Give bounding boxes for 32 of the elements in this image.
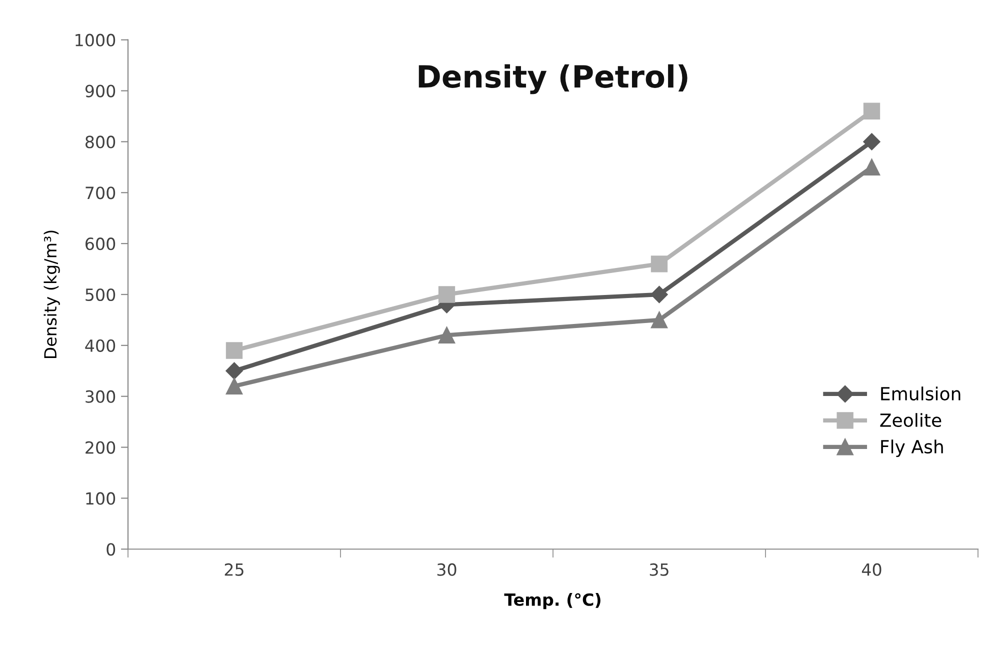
y-tick-label: 0 xyxy=(106,543,116,556)
y-tick-label: 100 xyxy=(86,492,116,505)
point xyxy=(650,256,668,272)
y-tick-label: 300 xyxy=(86,390,116,403)
point xyxy=(650,312,668,328)
y-axis-title: Density (kg/m³) xyxy=(44,230,60,358)
y-tick-label: 900 xyxy=(85,84,116,98)
point xyxy=(863,158,880,176)
point xyxy=(226,342,243,359)
y-tick-label: 1000 xyxy=(76,34,116,46)
y-tick-label: 200 xyxy=(86,441,116,454)
point xyxy=(226,378,243,394)
point xyxy=(226,362,243,380)
point xyxy=(438,326,456,344)
y-tick-label: 800 xyxy=(86,136,116,148)
x-axis-title: Temp. (°C) xyxy=(504,593,600,610)
x-tick-label: 30 xyxy=(437,563,456,576)
legend-label: Emulsion xyxy=(881,386,960,401)
point xyxy=(863,102,880,120)
text: Density (Petrol) xyxy=(418,64,688,94)
x-tick-label: 25 xyxy=(224,563,244,576)
x-tick-label: 35 xyxy=(650,563,668,576)
y-tick-label: 700 xyxy=(86,186,116,200)
point xyxy=(438,286,456,303)
point xyxy=(650,286,668,304)
legend-label: Zeolite xyxy=(880,413,942,428)
y-tick-label: 600 xyxy=(86,238,116,250)
point xyxy=(863,133,880,150)
y-tick-label: 400 xyxy=(85,339,116,352)
y-tick-label: 500 xyxy=(86,288,116,302)
x-tick-label: 40 xyxy=(862,563,882,576)
legend-label: Fly Ash xyxy=(881,440,943,458)
